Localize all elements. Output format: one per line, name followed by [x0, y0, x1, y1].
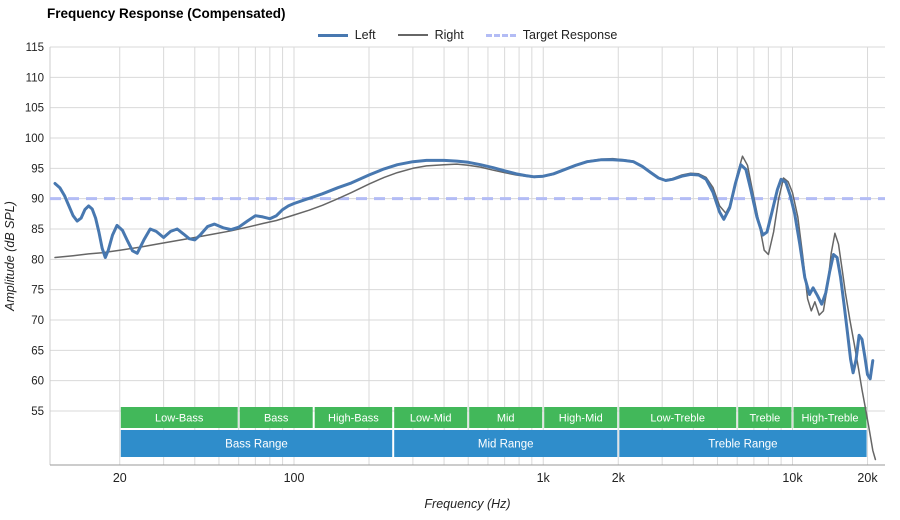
- y-tick-label-75: 75: [31, 285, 44, 297]
- y-tick-label-115: 115: [26, 42, 44, 54]
- x-axis-label: Frequency (Hz): [424, 497, 511, 511]
- band-label-high-treble: High-Treble: [801, 413, 858, 425]
- x-tick-label-20: 20: [113, 471, 127, 485]
- y-tick-label-110: 110: [26, 72, 44, 84]
- band-label-bass-range: Bass Range: [225, 439, 288, 451]
- band-treble-range: [619, 430, 867, 457]
- y-tick-label-55: 55: [31, 406, 44, 418]
- target-line-swatch: [485, 33, 516, 37]
- legend-item-left: Left: [317, 28, 376, 42]
- band-high-mid: [544, 407, 618, 428]
- y-tick-label-60: 60: [31, 376, 44, 388]
- x-tick-label-10k: 10k: [782, 471, 803, 485]
- band-label-high-bass: High-Bass: [328, 413, 379, 425]
- y-tick-label-95: 95: [31, 163, 44, 175]
- band-label-mid: Mid: [497, 413, 515, 425]
- band-low-treble: [619, 407, 737, 428]
- legend-label-right: Right: [434, 28, 464, 42]
- band-label-treble-range: Treble Range: [708, 439, 777, 451]
- chart-legend: Left Right Target Response: [50, 28, 885, 42]
- y-tick-label-80: 80: [31, 254, 44, 266]
- legend-label-target: Target Response: [522, 28, 618, 42]
- left-line-swatch: [317, 33, 348, 37]
- right-line-swatch: [397, 34, 428, 36]
- band-bass: [239, 407, 313, 428]
- band-label-treble: Treble: [750, 413, 781, 425]
- band-high-treble: [793, 407, 867, 428]
- legend-item-target: Target Response: [485, 28, 618, 42]
- band-label-low-mid: Low-Mid: [410, 413, 452, 425]
- band-low-bass: [120, 407, 238, 428]
- x-tick-label-100: 100: [284, 471, 305, 485]
- band-mid-range: [394, 430, 618, 457]
- y-tick-label-70: 70: [31, 315, 44, 327]
- y-axis-label: Amplitude (dB SPL): [3, 201, 17, 312]
- band-label-low-treble: Low-Treble: [650, 413, 705, 425]
- left-curve: [53, 158, 875, 381]
- band-treble: [738, 407, 792, 428]
- band-label-high-mid: High-Mid: [559, 413, 603, 425]
- band-bass-range: [120, 430, 393, 457]
- band-mid: [469, 407, 543, 428]
- band-low-mid: [394, 407, 468, 428]
- legend-item-right: Right: [397, 28, 464, 42]
- x-tick-label-20k: 20k: [857, 471, 878, 485]
- band-high-bass: [314, 407, 393, 428]
- band-label-bass: Bass: [264, 413, 289, 425]
- y-tick-label-90: 90: [31, 194, 44, 206]
- y-tick-label-65: 65: [31, 345, 44, 357]
- x-tick-label-2k: 2k: [612, 471, 626, 485]
- legend-label-left: Left: [354, 28, 376, 42]
- chart-title: Frequency Response (Compensated): [47, 6, 286, 21]
- y-tick-label-105: 105: [25, 103, 44, 115]
- x-tick-label-1k: 1k: [537, 471, 551, 485]
- band-label-low-bass: Low-Bass: [155, 413, 204, 425]
- y-tick-label-85: 85: [31, 224, 44, 236]
- y-tick-label-100: 100: [25, 133, 44, 145]
- band-label-mid-range: Mid Range: [478, 439, 534, 451]
